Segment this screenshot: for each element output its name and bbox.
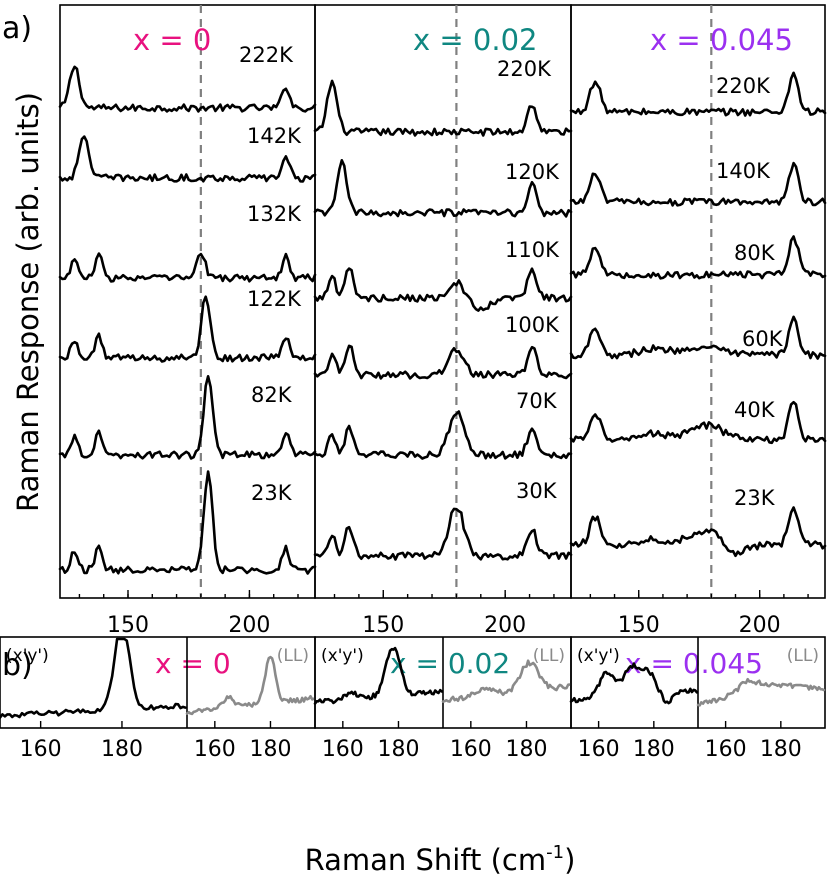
panel-b-tick-label: 160	[450, 737, 492, 762]
panel-a-temperature-label: 70K	[516, 389, 558, 413]
panel-a-tick-label: 200	[228, 613, 270, 638]
panel-a-spectrum-0-3	[58, 295, 317, 363]
panel-a-spectrum-2-0	[569, 71, 827, 117]
panel-b-spectrum-2-1	[696, 677, 826, 707]
panel-b-tick-label: 180	[505, 737, 547, 762]
panel-b: x = 0 160 180 (x'y') 160 180 (LL) x = 0.02 160 18…	[0, 636, 826, 762]
panel-a-temperature-label: 110K	[505, 238, 560, 262]
panel-a-temperature-label: 220K	[497, 57, 552, 81]
panel-b-polarization-label: (LL)	[533, 646, 565, 666]
panel-b-spectrum-1-1	[441, 659, 572, 703]
panel-b-polarization-label: (x'y')	[6, 646, 49, 666]
x-axis-title-main: Raman Shift (cm	[305, 843, 547, 877]
panel-a-spectrum-0-5	[58, 470, 317, 575]
panel-a-temperature-label: 60K	[742, 327, 784, 351]
panel-b-polarization-label: (x'y')	[321, 646, 364, 666]
panel-b-tick-label: 180	[760, 737, 802, 762]
panel-a-spectrum-2-4	[569, 400, 827, 445]
panel-b-tick-label: 160	[322, 737, 364, 762]
panel-a-composition-title: x = 0.045	[650, 23, 793, 57]
panel-a-letter: a)	[2, 11, 32, 46]
panel-a-temperature-label: 40K	[734, 398, 776, 422]
panel-a-spectrum-1-3	[313, 344, 573, 380]
panel-b-polarization-label: (x'y')	[577, 646, 620, 666]
panel-a-temperature-label: 23K	[734, 486, 776, 510]
panel-a-temperature-label: 80K	[734, 241, 776, 265]
panel-a-spectrum-1-4	[313, 410, 573, 460]
panel-b-spectrum-2-0	[569, 662, 699, 705]
panel-b-letter: b)	[2, 648, 33, 683]
panel-a-spectrum-2-1	[569, 161, 827, 207]
panel-a-temperature-label: 122K	[247, 287, 302, 311]
panel-a-frame	[570, 4, 826, 599]
panel-a-temperature-label: 140K	[716, 159, 771, 183]
panel-b-tick-label: 180	[249, 737, 291, 762]
panel-a-temperature-label: 82K	[251, 383, 293, 407]
panel-b-spectrum-1-0	[313, 646, 444, 705]
panel-a-tick-label: 200	[739, 613, 781, 638]
panel-a-frame	[314, 4, 572, 599]
panel-a-temperature-label: 30K	[516, 479, 558, 503]
panel-a-tick-label: 200	[484, 613, 526, 638]
panel-b-tick-label: 160	[705, 737, 747, 762]
panel-a-spectrum-2-2	[569, 235, 827, 280]
panel-a-spectrum-1-1	[313, 159, 573, 218]
panel-b-spectrum-0-1	[185, 655, 316, 716]
panel-a-tick-label: 150	[618, 613, 660, 638]
panel-b-tick-label: 180	[377, 737, 419, 762]
panel-b-tick-label: 180	[101, 737, 143, 762]
panel-a-composition-title: x = 0	[133, 23, 211, 57]
panel-a-spectrum-1-2	[313, 267, 573, 312]
x-axis-title-close: )	[564, 843, 575, 877]
panel-a-spectrum-1-5	[313, 507, 573, 561]
x-axis-title: Raman Shift (cm-1)	[305, 842, 576, 877]
panel-a-spectrum-2-5	[569, 506, 827, 558]
panel-a-temperature-label: 132K	[247, 202, 302, 226]
panel-b-tick-label: 180	[633, 737, 675, 762]
panel-a-temperature-label: 100K	[505, 313, 560, 337]
panel-b-tick-label: 160	[20, 737, 62, 762]
panel-b-composition-title: x = 0.045	[625, 647, 763, 680]
panel-b-polarization-label: (LL)	[277, 646, 309, 666]
panel-b-composition-title: x = 0	[155, 647, 231, 680]
panel-a-spectrum-0-0	[58, 65, 317, 113]
panel-b-composition-title: x = 0.02	[390, 647, 510, 680]
panel-a-spectrum-2-3	[569, 315, 827, 360]
panel-a: 150 200 x = 0 222K 142K 132K 122K 82K 23K 150 200 x…	[58, 4, 827, 638]
panel-b-polarization-label: (LL)	[787, 646, 819, 666]
x-axis-title-sup: -1	[546, 842, 564, 863]
panel-a-spectrum-0-2	[58, 252, 317, 283]
panel-b-tick-label: 160	[578, 737, 620, 762]
panel-a-spectrum-1-0	[313, 79, 573, 137]
panel-a-temperature-label: 120K	[505, 160, 560, 184]
panel-a-spectrum-0-4	[58, 375, 317, 460]
panel-a-temperature-label: 222K	[239, 43, 294, 67]
panel-a-temperature-label: 220K	[716, 74, 771, 98]
panel-b-tick-label: 160	[194, 737, 236, 762]
y-axis-title: Raman Response (arb. units)	[11, 92, 45, 512]
panel-a-temperature-label: 23K	[251, 481, 293, 505]
panel-a-temperature-label: 142K	[247, 124, 302, 148]
panel-b-spectrum-0-0	[0, 637, 187, 719]
panel-a-tick-label: 150	[107, 613, 149, 638]
panel-a-spectrum-0-1	[58, 135, 317, 183]
panel-a-tick-label: 150	[362, 613, 404, 638]
panel-a-composition-title: x = 0.02	[413, 23, 537, 57]
